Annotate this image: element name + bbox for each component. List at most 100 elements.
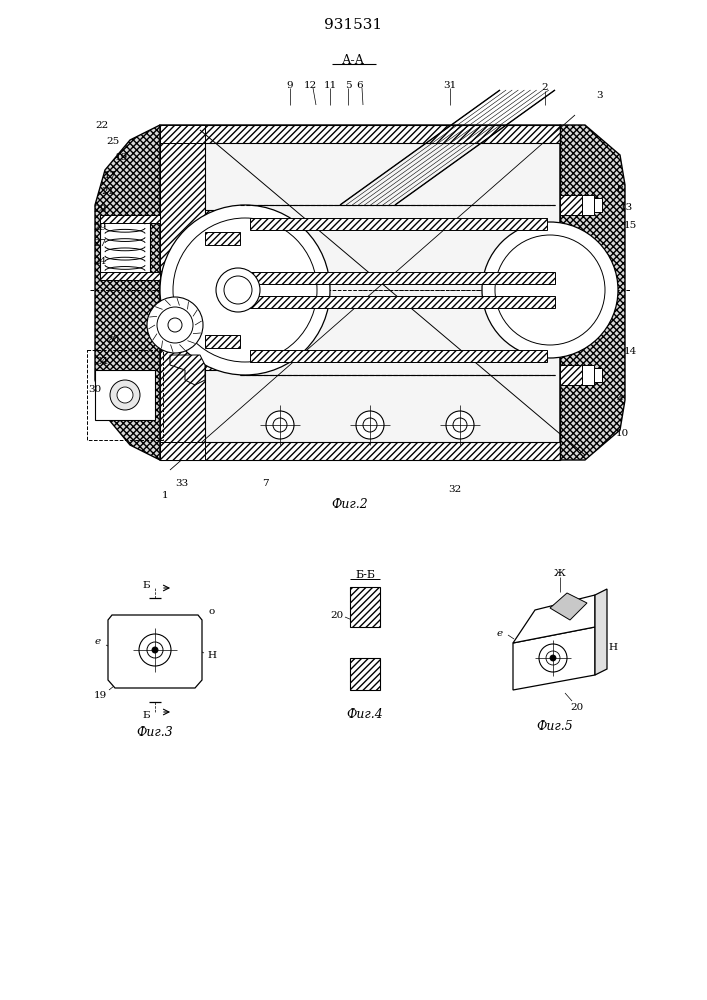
Bar (582, 195, 594, 215)
Text: 13: 13 (619, 202, 633, 212)
Polygon shape (205, 335, 240, 348)
Text: 34: 34 (95, 358, 109, 366)
Text: Б-Б: Б-Б (355, 570, 375, 580)
Text: 5: 5 (345, 81, 351, 90)
Circle shape (110, 380, 140, 410)
Bar (350, 658, 380, 690)
Text: 8: 8 (617, 186, 624, 194)
Polygon shape (205, 210, 230, 370)
Polygon shape (160, 125, 205, 143)
Polygon shape (100, 215, 160, 223)
Text: 4: 4 (617, 395, 624, 404)
Text: 11: 11 (323, 81, 337, 90)
Circle shape (550, 655, 556, 661)
Polygon shape (513, 595, 595, 643)
Polygon shape (513, 627, 595, 690)
Text: Б: Б (142, 710, 150, 720)
Text: Фиг.5: Фиг.5 (537, 720, 573, 734)
Circle shape (117, 387, 133, 403)
Polygon shape (250, 218, 547, 230)
Text: А-А: А-А (341, 53, 365, 66)
Circle shape (216, 268, 260, 312)
Circle shape (160, 205, 330, 375)
Text: 25: 25 (106, 137, 119, 146)
Polygon shape (160, 125, 560, 143)
Bar (350, 587, 380, 627)
Polygon shape (108, 615, 202, 688)
Text: 32: 32 (448, 486, 462, 494)
Text: 19: 19 (93, 690, 107, 700)
Circle shape (266, 411, 294, 439)
Circle shape (173, 218, 317, 362)
Text: 28: 28 (93, 206, 107, 215)
Polygon shape (160, 442, 560, 460)
Circle shape (168, 318, 182, 332)
Polygon shape (148, 125, 590, 460)
Text: е: е (95, 638, 101, 647)
Bar (594, 368, 602, 382)
Circle shape (495, 235, 605, 345)
Text: 2: 2 (542, 84, 549, 93)
Text: 27: 27 (93, 239, 107, 248)
Circle shape (152, 647, 158, 653)
Polygon shape (205, 232, 240, 245)
Polygon shape (550, 593, 587, 620)
Text: 15: 15 (624, 221, 636, 230)
Polygon shape (560, 195, 582, 215)
Text: 24: 24 (93, 257, 107, 266)
Polygon shape (240, 272, 555, 284)
Text: Н: Н (207, 650, 216, 660)
Polygon shape (170, 355, 205, 385)
Text: 9: 9 (286, 81, 293, 90)
Polygon shape (160, 143, 205, 442)
Circle shape (363, 418, 377, 432)
Polygon shape (95, 125, 160, 460)
Bar (582, 365, 594, 385)
Text: Фиг.3: Фиг.3 (136, 726, 173, 738)
Circle shape (356, 411, 384, 439)
Text: 19: 19 (115, 153, 128, 162)
Text: 20: 20 (330, 610, 344, 619)
Text: Фиг.4: Фиг.4 (346, 708, 383, 722)
Text: Б: Б (142, 582, 150, 590)
Polygon shape (595, 589, 607, 675)
Text: 30: 30 (88, 385, 102, 394)
Text: 33: 33 (175, 479, 189, 488)
Text: Ж: Ж (554, 568, 566, 578)
Text: 20: 20 (571, 702, 583, 712)
Text: Фиг.2: Фиг.2 (332, 498, 368, 512)
Text: 1: 1 (162, 490, 168, 499)
Polygon shape (560, 365, 590, 385)
Polygon shape (160, 442, 205, 460)
Polygon shape (250, 350, 547, 362)
Text: 7: 7 (262, 479, 269, 488)
Text: 3: 3 (597, 91, 603, 100)
Text: 10: 10 (615, 428, 629, 438)
Circle shape (147, 297, 203, 353)
Circle shape (139, 634, 171, 666)
Polygon shape (240, 296, 555, 308)
Bar (100, 215, 150, 280)
Text: е: е (497, 629, 503, 638)
Text: 29: 29 (93, 223, 107, 232)
Text: Н: Н (609, 643, 617, 652)
Text: 21: 21 (101, 188, 115, 196)
Circle shape (224, 276, 252, 304)
Circle shape (157, 307, 193, 343)
Polygon shape (560, 125, 625, 460)
Text: 31: 31 (443, 81, 457, 90)
Circle shape (482, 222, 618, 358)
Circle shape (446, 411, 474, 439)
Text: 22: 22 (95, 120, 109, 129)
Circle shape (453, 418, 467, 432)
Text: о: о (209, 607, 215, 616)
Text: 17: 17 (103, 170, 117, 180)
Text: 6: 6 (357, 81, 363, 90)
Circle shape (273, 418, 287, 432)
Polygon shape (100, 272, 160, 280)
Bar (95, 370, 155, 420)
Text: 931531: 931531 (324, 18, 382, 32)
Circle shape (546, 651, 560, 665)
Circle shape (147, 642, 163, 658)
Circle shape (539, 644, 567, 672)
